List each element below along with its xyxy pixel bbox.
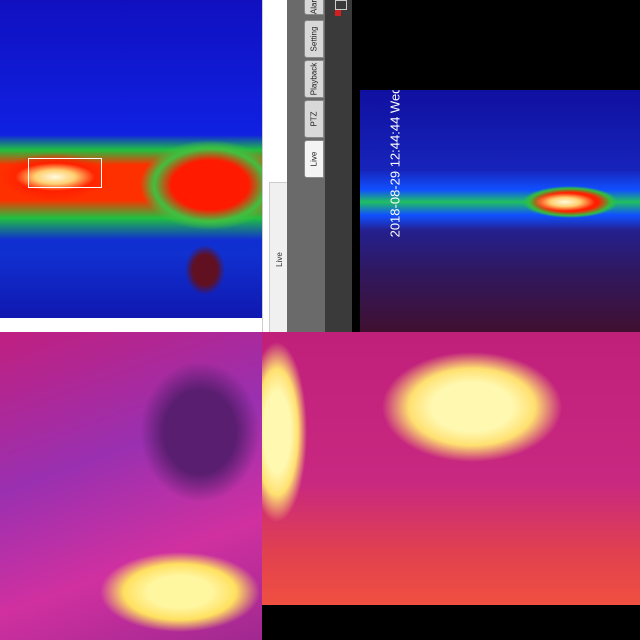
tab-alarm[interactable]: Alar — [304, 0, 324, 15]
dark-panel — [325, 0, 352, 332]
thermal-blue-left — [0, 0, 262, 318]
tab-ptz[interactable]: PTZ — [304, 100, 324, 138]
thermal-magenta-right — [262, 332, 640, 605]
white-band — [0, 318, 262, 332]
tab-label: Alar — [309, 0, 319, 14]
browser-tab[interactable]: Live — [274, 252, 284, 267]
browser-strip: Live — [262, 0, 288, 332]
tab-label: PTZ — [309, 111, 319, 127]
timestamp: 2018-08-29 12:44:44 Wed — [387, 90, 403, 238]
tab-label: Setting — [309, 26, 319, 52]
thermal-magenta-left — [0, 332, 262, 640]
tab-setting[interactable]: Setting — [304, 20, 324, 58]
tab-label: Live — [309, 151, 319, 167]
selection-box — [28, 158, 102, 188]
tab-playback[interactable]: Playback — [304, 60, 324, 98]
tab-live[interactable]: Live — [304, 140, 324, 178]
thermal-blue-right: 2018-08-29 12:44:44 Wed — [360, 90, 640, 332]
tab-label: Playback — [309, 62, 319, 96]
